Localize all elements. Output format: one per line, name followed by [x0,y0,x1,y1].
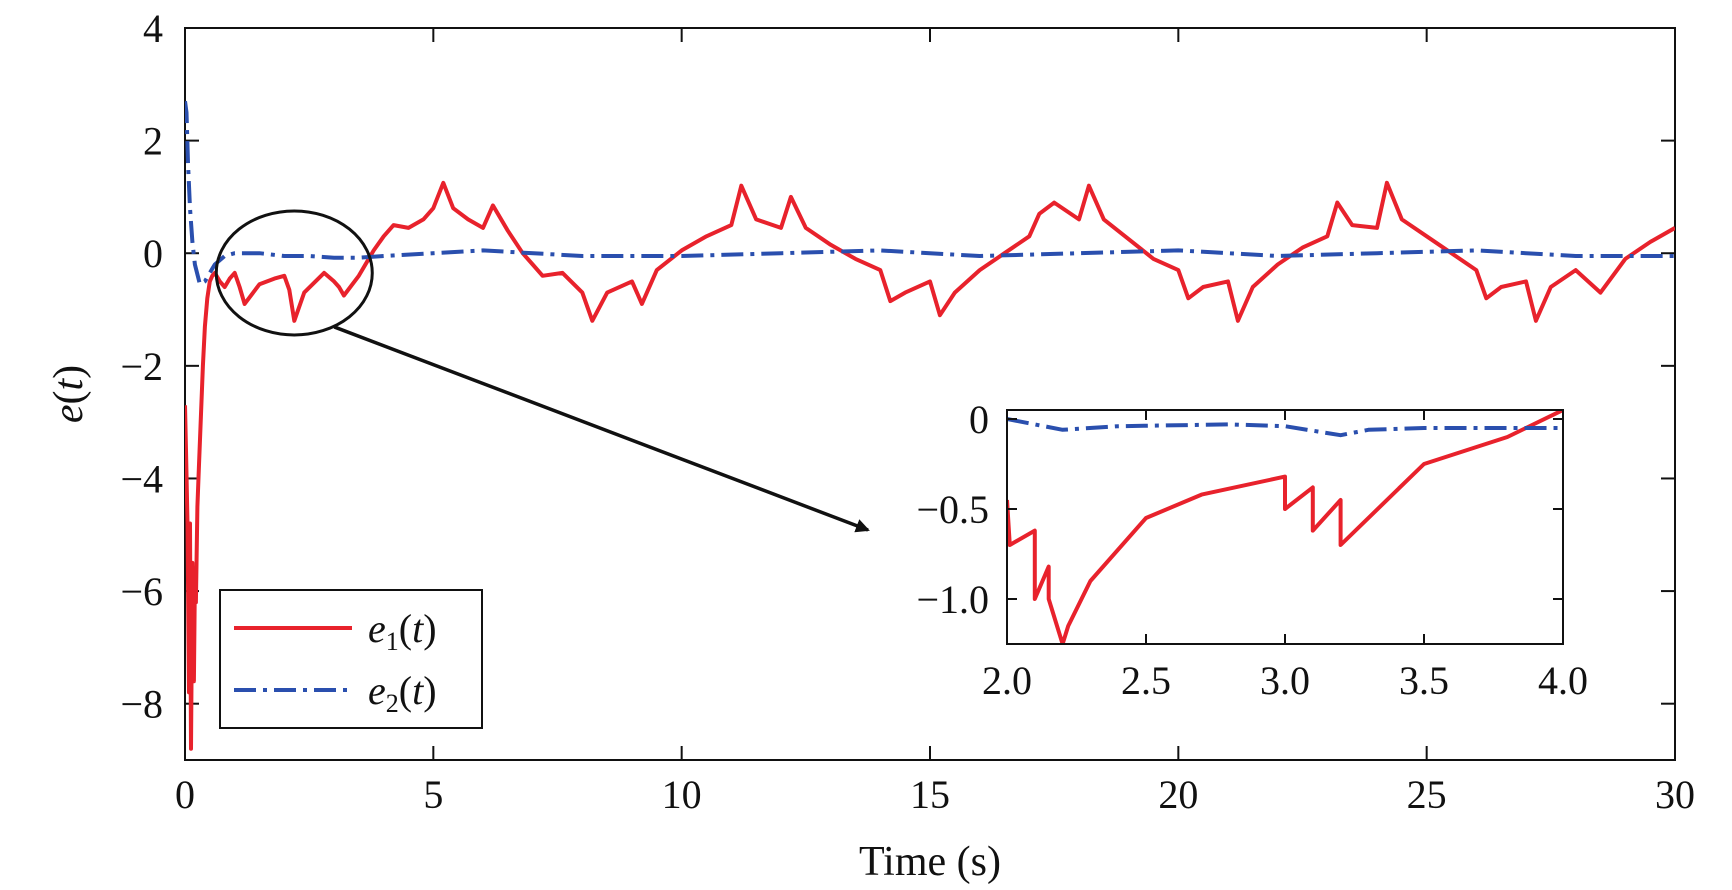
legend: e1(t) e2(t) [219,589,483,729]
x-tick-label: 0 [175,772,195,817]
inset-x-tick-label: 3.0 [1260,658,1310,703]
zoom-arrow [333,325,870,533]
y-tick-label: −6 [120,569,163,614]
x-tick-label: 30 [1655,772,1695,817]
y-tick-label: 2 [143,119,163,164]
y-tick-label: 4 [143,6,163,51]
y-tick-label: −4 [120,456,163,501]
series-e2-line [185,100,1675,287]
zoom-highlight-ellipse [214,209,374,337]
inset-y-tick-label: 0 [969,397,989,442]
x-tick-label: 10 [662,772,702,817]
main-tick-marks [184,27,1676,760]
legend-label-e2: e2(t) [368,668,437,718]
inset-x-tick-label: 4.0 [1538,658,1588,703]
x-tick-label: 15 [910,772,950,817]
x-tick-label: 20 [1158,772,1198,817]
inset-x-tick-label: 2.0 [982,658,1032,703]
inset-y-tick-label: −1.0 [916,577,989,622]
y-tick-label: 0 [143,231,163,276]
x-tick-label: 25 [1407,772,1447,817]
x-tick-label: 5 [423,772,443,817]
inset-y-tick-label: −0.5 [916,487,989,532]
x-tick-labels: 0 5 10 15 20 25 30 [175,772,1695,817]
inset-x-tick-label: 2.5 [1121,658,1171,703]
legend-label-e1: e1(t) [368,606,437,656]
y-axis-title: e(t) [46,365,92,423]
inset-series-e2-line [1007,417,1563,438]
inset-series-e1-line [1007,410,1563,644]
x-axis-title: Time (s) [859,839,1001,885]
inset-y-tick-labels: 0 −0.5 −1.0 [916,397,989,622]
y-tick-label: −2 [120,344,163,389]
inset-x-tick-label: 3.5 [1399,658,1449,703]
y-tick-label: −8 [120,682,163,727]
inset-x-tick-labels: 2.0 2.5 3.0 3.5 4.0 [982,658,1588,703]
legend-box [219,589,483,729]
y-tick-labels: 4 2 0 −2 −4 −6 −8 [120,6,163,727]
inset-tick-marks [1006,410,1564,644]
